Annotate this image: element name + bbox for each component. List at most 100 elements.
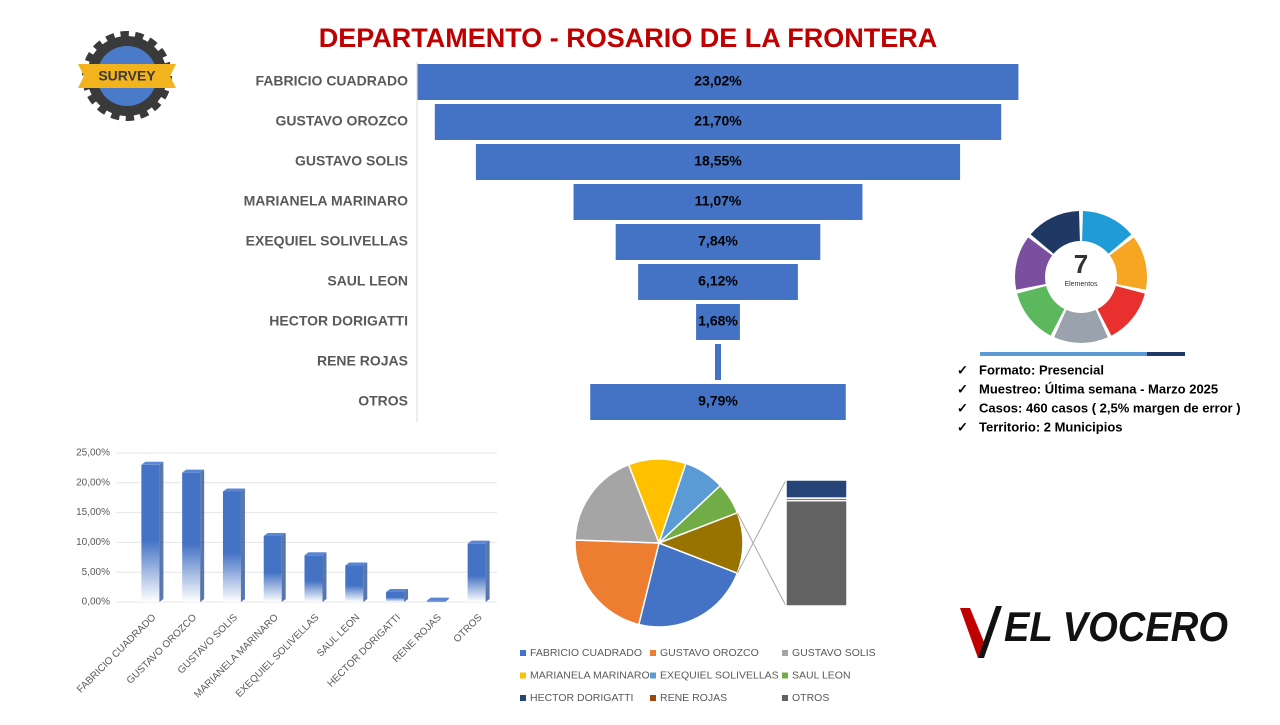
value-label: 21,70% <box>694 113 742 129</box>
wheel-number: 7 <box>1074 249 1088 279</box>
legend-label: GUSTAVO OROZCO <box>660 647 759 659</box>
column-side <box>322 552 327 602</box>
column-side <box>200 469 205 602</box>
x-tick-label: GUSTAVO OROZCO <box>125 612 199 686</box>
category-label: EXEQUIEL SOLIVELLAS <box>246 233 408 249</box>
value-label: 23,02% <box>694 73 742 89</box>
funnel-bar <box>573 184 863 220</box>
legend-swatch <box>520 650 526 656</box>
legend-swatch <box>650 695 656 701</box>
connector <box>736 512 787 607</box>
logo-text: EL VOCERO <box>1004 603 1228 650</box>
column-side <box>240 488 245 602</box>
value-label: 18,55% <box>694 153 742 169</box>
column-top <box>182 469 205 473</box>
title: DEPARTAMENTO - ROSARIO DE LA FRONTERA <box>319 23 938 53</box>
category-label: SAUL LEON <box>327 273 408 289</box>
category-label: HECTOR DORIGATTI <box>269 313 408 329</box>
column-top <box>345 562 368 566</box>
legend-swatch <box>782 695 788 701</box>
value-label: 7,84% <box>698 233 738 249</box>
funnel-bar <box>638 264 798 300</box>
column-side <box>281 533 286 602</box>
x-tick-label: EXEQUIEL SOLIVELLAS <box>234 612 322 700</box>
check: ✓ <box>957 419 968 434</box>
check: ✓ <box>957 381 968 396</box>
wheel-segment <box>1017 286 1065 336</box>
x-tick-label: MARIANELA MARINARO <box>192 612 280 700</box>
column <box>263 536 282 602</box>
note: Territorio: 2 Municipios <box>979 419 1123 434</box>
column <box>467 543 486 602</box>
funnel-bar <box>590 384 846 420</box>
column <box>345 565 364 602</box>
column-top <box>222 488 245 492</box>
column <box>304 555 323 602</box>
column <box>426 600 445 602</box>
legend-label: RENE ROJAS <box>660 692 727 704</box>
pie-slice <box>574 539 660 626</box>
y-tick-label: 10,00% <box>76 537 110 548</box>
category-label: FABRICIO CUADRADO <box>256 73 409 89</box>
column <box>182 472 201 602</box>
value-label: 11,07% <box>695 193 742 209</box>
connector <box>736 479 787 574</box>
funnel-bar <box>434 104 1002 140</box>
column-side <box>444 597 449 602</box>
column <box>222 491 241 602</box>
column-top <box>386 588 409 592</box>
notes: ✓ Formato: Presencial ✓ Muestreo: Última s… <box>957 362 1241 434</box>
legend-swatch <box>782 650 788 656</box>
wheel-caption: Elementos <box>1064 281 1098 288</box>
x-tick-label: HECTOR DORIGATTI <box>326 612 403 689</box>
wheel-segment <box>1097 286 1145 336</box>
legend-swatch <box>782 672 788 679</box>
category-label: GUSTAVO OROZCO <box>276 113 409 129</box>
value-label: 1,68% <box>698 313 738 329</box>
wheel-segment <box>1054 309 1108 343</box>
column-side <box>485 540 490 602</box>
wheel-segment <box>1082 211 1132 254</box>
column-side <box>159 461 164 602</box>
column-side <box>363 562 368 602</box>
x-tick-label: OTROS <box>452 612 485 645</box>
column-top <box>467 540 490 544</box>
check: ✓ <box>957 400 968 415</box>
funnel-bar <box>696 304 740 340</box>
y-tick-label: 20,00% <box>76 477 110 488</box>
note: Muestreo: Última semana - Marzo 2025 <box>979 381 1218 396</box>
legend-label: OTROS <box>792 692 829 704</box>
y-tick-label: 25,00% <box>76 448 110 459</box>
wheel-segment <box>1109 237 1147 290</box>
legend-label: GUSTAVO SOLIS <box>792 647 876 659</box>
bar-segment <box>785 479 848 499</box>
column-top <box>304 552 327 556</box>
survey-badge: SURVEY <box>78 31 176 121</box>
legend-swatch <box>520 695 526 701</box>
x-tick-label: FABRICIO CUADRADO <box>75 612 158 695</box>
funnel-bar <box>615 224 821 260</box>
column-top <box>141 461 164 465</box>
value-label: 6,12% <box>698 273 738 289</box>
category-label: RENE ROJAS <box>317 353 408 369</box>
vocero-logo: EL VOCERO <box>960 603 1228 658</box>
note: Formato: Presencial <box>979 362 1104 377</box>
wheel-segment <box>1015 237 1053 290</box>
pie-slice <box>574 463 661 544</box>
legend-swatch <box>650 672 656 679</box>
legend-label: FABRICIO CUADRADO <box>530 647 642 659</box>
check: ✓ <box>957 362 968 377</box>
funnel-bar <box>714 344 722 380</box>
category-label: OTROS <box>358 393 408 409</box>
y-tick-label: 0,00% <box>82 597 110 608</box>
legend-label: HECTOR DORIGATTI <box>530 692 633 704</box>
legend-swatch <box>520 672 526 679</box>
legend-swatch <box>650 650 656 656</box>
column-side <box>404 588 409 602</box>
legend-label: MARIANELA MARINARO <box>530 669 650 681</box>
y-tick-label: 15,00% <box>76 507 110 518</box>
bar-segment <box>785 499 848 607</box>
funnel-bar <box>475 144 961 180</box>
